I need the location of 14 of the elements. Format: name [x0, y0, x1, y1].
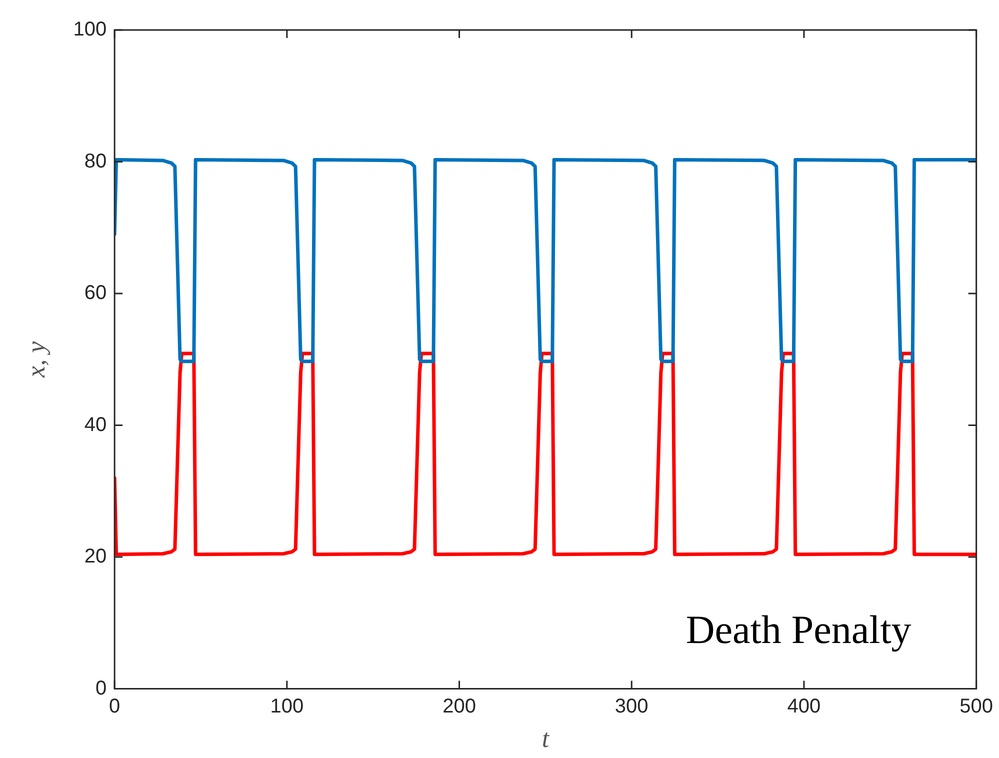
x-axis-title: t — [542, 724, 550, 754]
x-tick-label: 100 — [270, 695, 304, 718]
y-tick-label: 60 — [84, 282, 107, 304]
x-tick-label: 500 — [960, 695, 994, 718]
y-tick-label: 20 — [84, 546, 107, 568]
x-tick-label: 400 — [787, 695, 821, 718]
y-tick-label: 40 — [84, 414, 107, 436]
y-tick-label: 100 — [73, 18, 107, 41]
x-tick-label: 300 — [614, 695, 648, 718]
y-tick-label: 0 — [95, 677, 107, 700]
annotation: Death Penalty — [686, 606, 912, 652]
x-tick-label: 200 — [442, 695, 476, 718]
y-axis-title: x, y — [21, 340, 50, 378]
y-tick-label: 80 — [84, 150, 107, 172]
